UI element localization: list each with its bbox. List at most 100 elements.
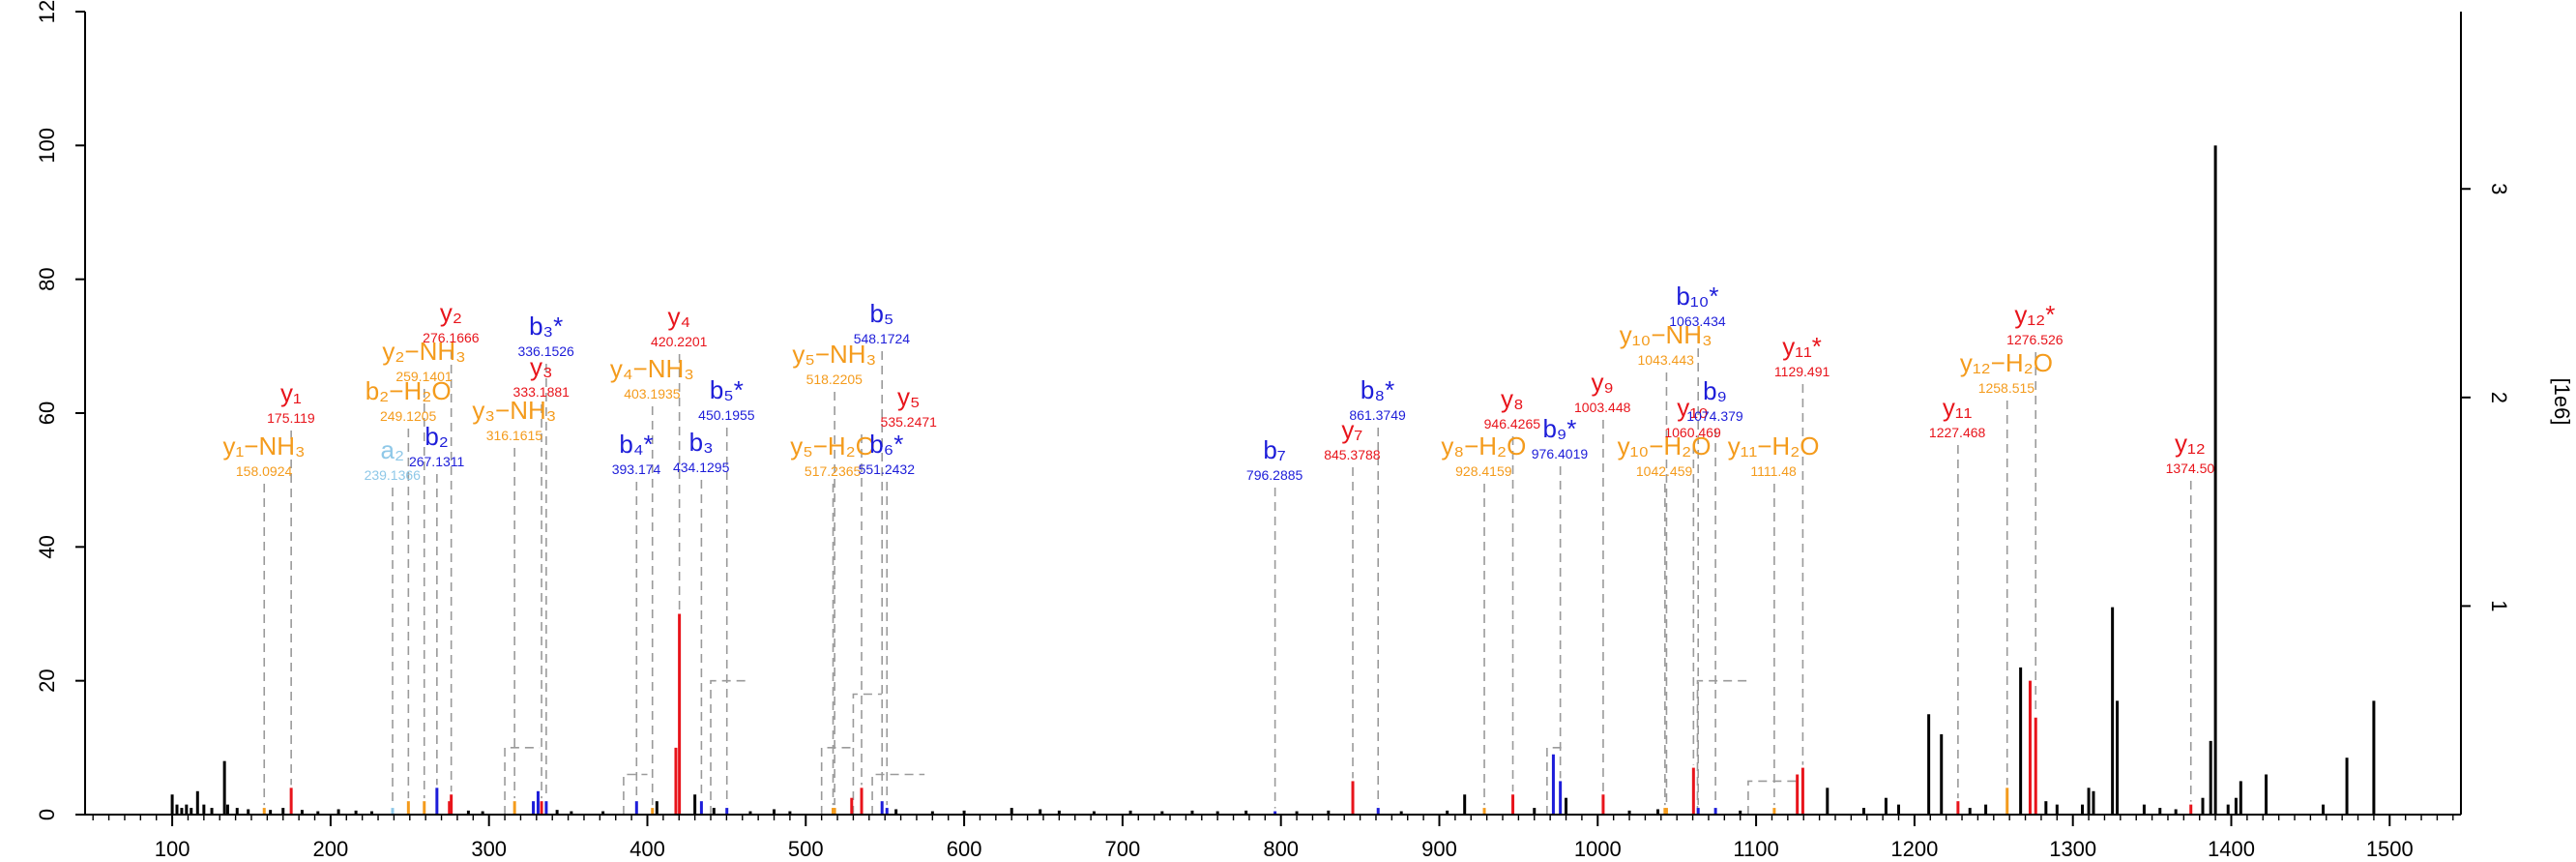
bracket-guide [1696, 679, 1752, 815]
x-tick-label: 400 [629, 837, 665, 861]
ion-mz-label: 175.119 [267, 410, 315, 426]
ion-label: y₁₀−NH₃ [1620, 320, 1712, 349]
y-tick-label: 0 [35, 809, 59, 820]
ion-mz-label: 316.1615 [486, 428, 543, 443]
ion-mz-label: 1043.443 [1638, 352, 1695, 368]
ion-mz-label: 267.1311 [409, 454, 465, 469]
ion-label: b₃* [529, 312, 563, 341]
y-tick-label: 80 [35, 267, 59, 290]
ion-mz-label: 535.2471 [881, 414, 938, 430]
ion-label: y₁₀ [1677, 393, 1709, 422]
ion-label: b₅ [869, 299, 893, 328]
ion-label: y₁ [280, 378, 302, 407]
y-tick-label: 12 [35, 0, 59, 23]
right-tick-label: 2 [2487, 392, 2511, 403]
ion-mz-label: 1258.515 [1978, 380, 2035, 396]
ion-label: b₇ [1263, 435, 1285, 464]
ion-label: y₁₁−H₂O [1728, 431, 1820, 461]
ion-label: b₂−H₂O [366, 376, 452, 405]
ion-label: y₃−NH₃ [472, 396, 556, 425]
x-tick-label: 1100 [1733, 837, 1778, 861]
ion-label: b₆* [869, 430, 903, 459]
ion-mz-label: 796.2885 [1246, 467, 1303, 483]
x-tick-label: 1400 [2208, 837, 2255, 861]
ion-mz-label: 1374.50 [2166, 461, 2215, 476]
right-axis-label: [1e6] [2550, 378, 2574, 426]
ion-mz-label: 1111.48 [1750, 463, 1797, 479]
ion-label: y₄ [667, 302, 690, 331]
ion-mz-label: 249.1205 [380, 408, 437, 424]
ion-mz-label: 1074.379 [1686, 408, 1743, 424]
ion-label: b₃ [689, 428, 714, 457]
ion-label: b₄* [619, 430, 653, 459]
bracket-guide [504, 747, 541, 815]
ion-label: y₈−H₂O [1441, 431, 1526, 461]
ion-mz-label: 976.4019 [1532, 446, 1589, 461]
ion-mz-label: 861.3749 [1349, 407, 1406, 423]
ion-mz-label: 928.4159 [1455, 463, 1512, 479]
ion-mz-label: 450.1955 [698, 407, 755, 423]
bracket-guide [852, 693, 882, 815]
ion-label: y₅ [897, 382, 920, 411]
ion-label: y₅−H₂O [790, 431, 875, 461]
ion-label: y₁−NH₃ [223, 431, 306, 461]
ion-mz-label: 259.1401 [395, 369, 453, 384]
y-tick-label: 60 [35, 401, 59, 425]
ion-mz-label: 1227.468 [1929, 425, 1986, 440]
ion-mz-label: 336.1526 [517, 343, 574, 359]
ion-label: y₅−NH₃ [792, 340, 876, 369]
bracket-guide [710, 679, 746, 815]
ion-label: b₈* [1361, 375, 1394, 404]
ion-mz-label: 1003.448 [1574, 400, 1631, 415]
x-tick-label: 700 [1105, 837, 1141, 861]
ion-label: b₁₀* [1676, 282, 1718, 311]
x-tick-label: 500 [788, 837, 824, 861]
ion-mz-label: 276.1666 [423, 330, 480, 345]
ion-label: y₁₀−H₂O [1618, 431, 1712, 461]
ion-mz-label: 1063.434 [1669, 313, 1726, 329]
ion-mz-label: 1060.469 [1664, 425, 1721, 440]
ion-mz-label: 548.1724 [854, 331, 911, 346]
x-tick-label: 600 [947, 837, 982, 861]
right-tick-label: 1 [2487, 600, 2511, 611]
bracket-guide [820, 747, 854, 815]
ion-mz-label: 420.2201 [651, 334, 708, 349]
ion-label: b₅* [710, 375, 744, 404]
ion-mz-label: 551.2432 [859, 461, 916, 477]
ion-label: a₂ [380, 435, 404, 464]
ion-label: y₁₁* [1782, 332, 1822, 361]
bracket-guide [871, 773, 925, 815]
peaks-layer [170, 145, 2376, 815]
x-tick-label: 100 [155, 837, 190, 861]
ion-mz-label: 393.174 [612, 461, 661, 477]
ion-mz-label: 403.1935 [624, 386, 681, 401]
x-tick-label: 300 [471, 837, 507, 861]
ion-mz-label: 158.0924 [236, 463, 293, 479]
ion-label: y₁₁ [1943, 393, 1973, 422]
ion-mz-label: 518.2205 [806, 372, 864, 387]
ion-label: y₁₂−H₂O [1960, 348, 2053, 377]
x-tick-label: 900 [1421, 837, 1457, 861]
x-tick-label: 200 [313, 837, 349, 861]
ion-mz-label: 845.3788 [1324, 447, 1381, 462]
x-tick-label: 1500 [2366, 837, 2414, 861]
bracket-guide [1546, 747, 1566, 815]
ion-label: b₉* [1543, 414, 1577, 443]
x-tick-label: 1300 [2049, 837, 2096, 861]
ion-label: b₂ [424, 422, 449, 451]
ion-mz-label: 946.4265 [1484, 416, 1541, 431]
ion-mz-label: 434.1295 [673, 460, 730, 475]
ion-label: y₄−NH₃ [610, 354, 694, 383]
bracket-guide [1747, 780, 1804, 815]
guide-lines-layer [263, 334, 2192, 815]
ion-label: y₃ [530, 352, 553, 381]
x-tick-label: 800 [1263, 837, 1299, 861]
ion-label: y₈ [1501, 384, 1524, 413]
ion-mz-label: 1129.491 [1774, 364, 1830, 379]
y-tick-label: 100 [35, 128, 59, 163]
ion-mz-label: 517.2365 [805, 463, 862, 479]
ion-mz-label: 333.1881 [513, 384, 571, 400]
ion-mz-label: 1042.459 [1636, 463, 1693, 479]
ion-label: b₉ [1703, 376, 1727, 405]
